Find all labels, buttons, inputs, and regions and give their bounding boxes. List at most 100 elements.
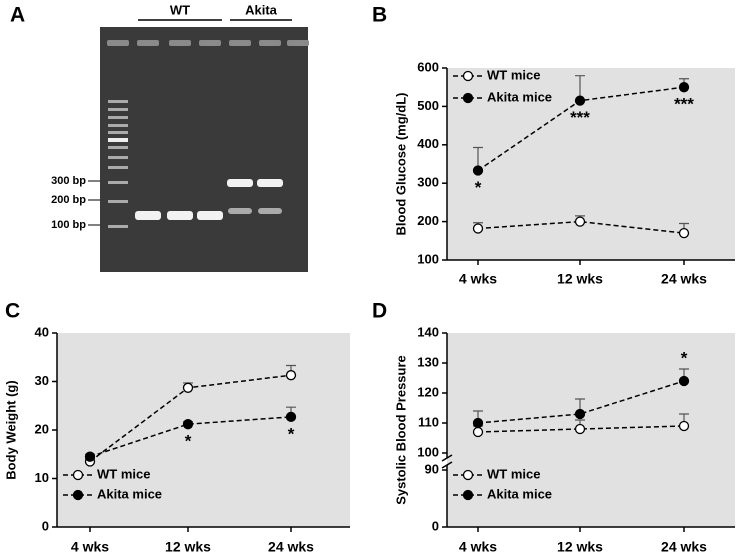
x-tick-label: 12 wks <box>557 271 603 287</box>
significance: * <box>185 432 192 451</box>
group-label: Akita <box>245 2 278 17</box>
ladder-band <box>108 166 128 169</box>
legend-marker <box>72 489 84 501</box>
marker <box>182 382 194 393</box>
legend-marker <box>462 92 474 104</box>
legend-label: WT mice <box>97 466 150 481</box>
marker <box>678 82 690 93</box>
marker <box>84 451 96 462</box>
band <box>197 211 223 220</box>
significance: * <box>288 424 295 443</box>
legend-label: Akita mice <box>487 89 552 104</box>
y-tick-label: 130 <box>417 354 439 369</box>
x-tick-label: 12 wks <box>165 539 211 555</box>
marker <box>285 370 297 381</box>
band <box>257 179 283 187</box>
legend-label: WT mice <box>487 67 540 82</box>
plot-area <box>57 333 350 527</box>
band <box>135 211 161 220</box>
ladder-band <box>108 225 128 228</box>
significance: * <box>475 178 482 197</box>
axis-break <box>441 461 453 469</box>
y-tick-label: 300 <box>417 175 439 190</box>
series-line <box>477 425 685 433</box>
marker <box>574 95 586 106</box>
y-tick-label: 140 <box>417 324 439 339</box>
marker-label: 100 bp <box>51 219 86 231</box>
x-tick-label: 4 wks <box>71 539 109 555</box>
band <box>227 179 253 187</box>
marker-label: 200 bp <box>51 194 86 206</box>
marker <box>472 223 484 234</box>
axis-break <box>441 454 453 462</box>
marker <box>574 423 586 435</box>
x-tick-label: 24 wks <box>661 539 707 555</box>
marker <box>678 227 690 239</box>
marker <box>574 408 586 420</box>
marker <box>472 417 484 429</box>
y-tick-label: 0 <box>42 518 49 533</box>
series-line <box>477 220 685 234</box>
ladder-band <box>108 138 128 142</box>
marker <box>182 419 194 430</box>
marker <box>678 375 690 387</box>
ladder-band <box>108 100 128 103</box>
band <box>258 208 282 214</box>
panel-label: C <box>5 300 20 323</box>
y-tick-label: 30 <box>35 373 49 388</box>
ladder-band <box>108 116 128 119</box>
marker <box>574 216 586 227</box>
y-axis-label: Body Weight (g) <box>3 380 18 479</box>
ladder-band <box>108 108 128 111</box>
marker-label: 300 bp <box>51 175 86 187</box>
y-tick-label: 40 <box>35 324 49 339</box>
legend-marker <box>72 469 84 481</box>
group-label: WT <box>170 2 190 17</box>
legend-label: WT mice <box>487 466 540 481</box>
panel-label: A <box>10 4 25 27</box>
well <box>229 40 251 46</box>
y-axis-label: Blood Glucose (mg/dL) <box>393 93 408 236</box>
legend-marker <box>462 489 474 501</box>
legend-label: Akita mice <box>97 486 162 501</box>
ladder-band <box>108 124 128 127</box>
x-tick-label: 24 wks <box>661 271 707 287</box>
series-line <box>477 380 685 424</box>
y-tick-label: 600 <box>417 59 439 74</box>
y-tick-label: 100 <box>417 251 439 266</box>
well <box>259 40 281 46</box>
well <box>107 40 129 46</box>
legend-marker <box>462 469 474 481</box>
significance: * <box>681 348 688 367</box>
ladder-band <box>108 146 128 149</box>
well <box>169 40 191 46</box>
gel-image <box>100 27 308 272</box>
legend-marker <box>462 70 474 82</box>
ladder-band <box>108 181 128 184</box>
significance: *** <box>570 108 590 127</box>
band <box>228 208 252 214</box>
x-tick-label: 4 wks <box>459 539 497 555</box>
x-tick-label: 24 wks <box>268 539 314 555</box>
ladder-band <box>108 200 128 203</box>
y-tick-label: 500 <box>417 98 439 113</box>
well <box>199 40 221 46</box>
x-tick-label: 12 wks <box>557 539 603 555</box>
series-line <box>89 416 292 458</box>
x-tick-label: 4 wks <box>459 271 497 287</box>
well <box>287 40 309 46</box>
well <box>137 40 159 46</box>
y-tick-label: 100 <box>417 444 439 459</box>
y-tick-label: 10 <box>35 470 49 485</box>
marker <box>285 411 297 423</box>
marker <box>678 420 690 432</box>
y-tick-label: 120 <box>417 384 439 399</box>
significance: *** <box>674 95 694 114</box>
y-tick-label: 200 <box>417 213 439 228</box>
ladder-band <box>108 156 128 159</box>
panel-label: D <box>372 300 387 323</box>
ladder-band <box>108 131 128 134</box>
y-tick-label: 20 <box>35 421 49 436</box>
y-tick-label: 90 <box>425 461 439 476</box>
